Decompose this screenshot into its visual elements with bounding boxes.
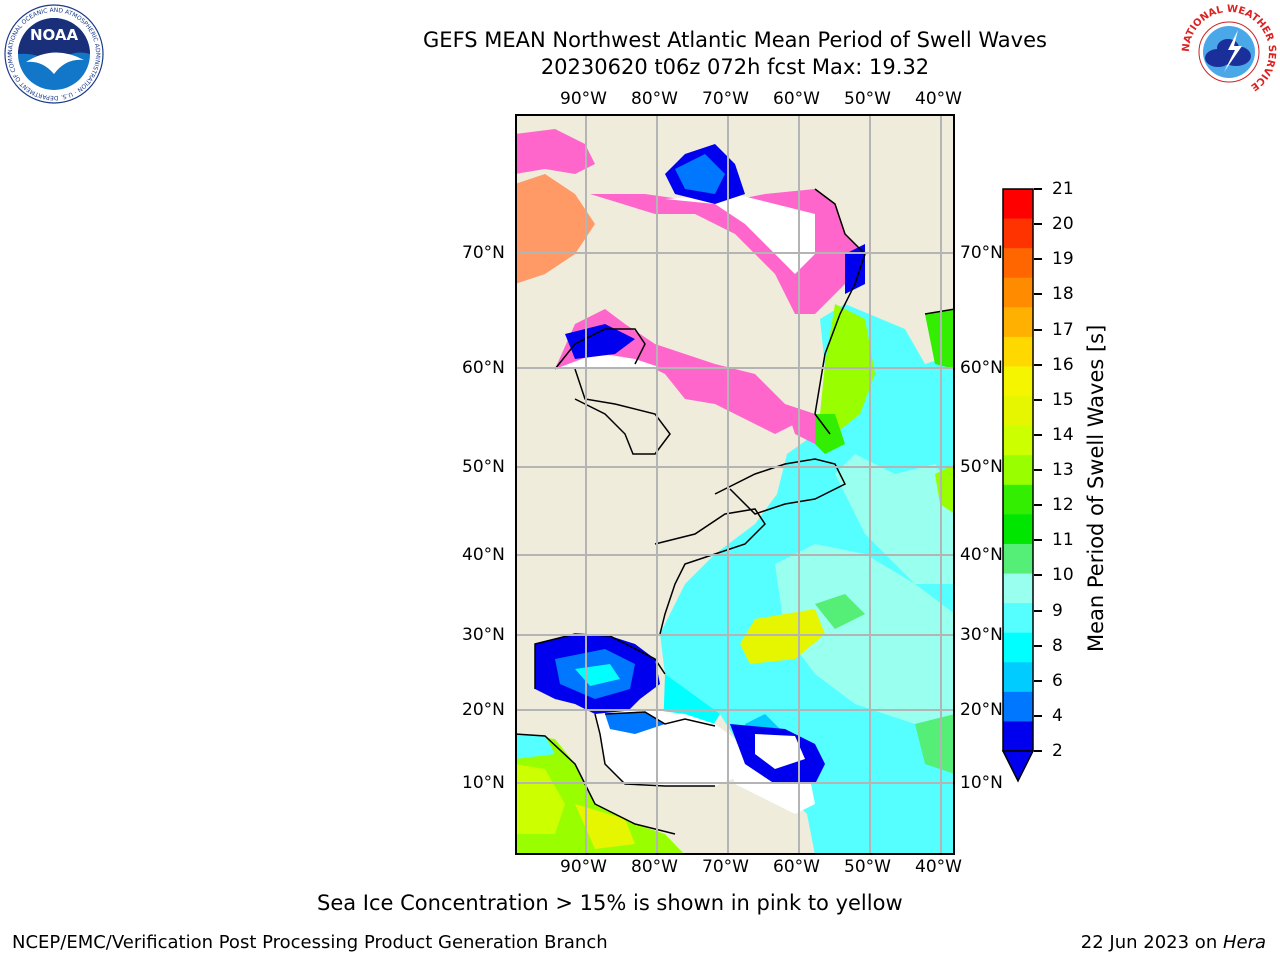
- colorbar-band: [1003, 632, 1033, 663]
- lon-label-bottom: 60°W: [773, 857, 820, 877]
- colorbar-band: [1003, 189, 1033, 220]
- lat-label-left: 50°N: [462, 457, 505, 477]
- colorbar-band: [1003, 484, 1033, 515]
- sea-ice-note: Sea Ice Concentration > 15% is shown in …: [317, 891, 903, 915]
- nws-logo: NATIONAL WEATHER SERVICE: [1181, 4, 1277, 98]
- svg-text:NOAA: NOAA: [30, 26, 79, 44]
- colorbar-band: [1003, 366, 1033, 397]
- map-frame: [515, 114, 955, 855]
- colorbar-tick-label: 17: [1052, 319, 1074, 340]
- colorbar-tick-label: 12: [1052, 495, 1074, 516]
- colorbar-tick-label: 20: [1052, 214, 1074, 235]
- colorbar-band: [1003, 573, 1033, 604]
- colorbar-tick-label: 10: [1052, 565, 1074, 586]
- colorbar: [1001, 188, 1035, 783]
- lat-label-left: 30°N: [462, 625, 505, 645]
- colorbar-band: [1003, 603, 1033, 634]
- colorbar-band: [1003, 514, 1033, 545]
- lon-label-top: 70°W: [702, 89, 749, 109]
- colorbar-tick-mark: [1034, 609, 1042, 612]
- colorbar-tick-label: 19: [1052, 249, 1074, 270]
- noaa-logo: NOAA NATIONAL OCEANIC AND ATMOSPHERIC AD…: [4, 4, 104, 104]
- colorbar-tick-label: 16: [1052, 354, 1074, 375]
- lat-label-right: 20°N: [960, 700, 1003, 720]
- colorbar-tick-label: 2: [1052, 741, 1063, 761]
- lon-label-bottom: 70°W: [702, 857, 749, 877]
- lon-label-top: 90°W: [560, 89, 607, 109]
- colorbar-extend-arrow: [1001, 750, 1035, 783]
- lon-label-bottom: 50°W: [844, 857, 891, 877]
- colorbar-tick-label: 4: [1052, 705, 1063, 726]
- colorbar-band: [1003, 336, 1033, 368]
- footer-credit: NCEP/EMC/Verification Post Processing Pr…: [12, 932, 608, 953]
- colorbar-band: [1003, 662, 1033, 693]
- sea-ice: [515, 129, 865, 444]
- colorbar-label: Mean Period of Swell Waves [s]: [1084, 324, 1108, 652]
- lon-label-bottom: 80°W: [631, 857, 678, 877]
- lon-label-bottom: 40°W: [915, 857, 962, 877]
- colorbar-tick-mark: [1034, 644, 1042, 647]
- colorbar-tick-label: 21: [1052, 179, 1074, 199]
- lon-label-top: 50°W: [844, 89, 891, 109]
- colorbar-tick-mark: [1034, 293, 1042, 296]
- colorbar-tick-label: 9: [1052, 600, 1063, 621]
- lat-label-left: 20°N: [462, 700, 505, 720]
- colorbar-band: [1003, 218, 1033, 249]
- colorbar-tick-label: 6: [1052, 670, 1063, 691]
- gulf-field: [535, 634, 660, 714]
- colorbar-band: [1003, 721, 1033, 752]
- colorbar-tick-mark: [1034, 433, 1042, 436]
- colorbar-tick-mark: [1034, 223, 1042, 226]
- lat-label-right: 50°N: [960, 457, 1003, 477]
- lat-label-right: 40°N: [960, 545, 1003, 565]
- caribbean-field: [595, 709, 825, 786]
- colorbar-tick-mark: [1034, 574, 1042, 577]
- lat-label-left: 60°N: [462, 358, 505, 378]
- colorbar-tick-mark: [1034, 750, 1042, 752]
- lon-label-top: 80°W: [631, 89, 678, 109]
- lon-label-top: 60°W: [773, 89, 820, 109]
- lat-label-left: 70°N: [462, 243, 505, 263]
- colorbar-tick-label: 8: [1052, 635, 1063, 656]
- lat-label-right: 10°N: [960, 773, 1003, 793]
- colorbar-tick-mark: [1034, 258, 1042, 261]
- map-title: GEFS MEAN Northwest Atlantic Mean Period…: [423, 28, 1047, 52]
- colorbar-tick-mark: [1034, 714, 1042, 717]
- colorbar-band: [1003, 543, 1033, 575]
- map-panel: [515, 114, 955, 855]
- footer-date-text: 22 Jun 2023 on: [1080, 932, 1223, 953]
- colorbar-band: [1003, 691, 1033, 723]
- lat-label-right: 60°N: [960, 358, 1003, 378]
- colorbar-tick-label: 14: [1052, 424, 1074, 445]
- colorbar-band: [1003, 307, 1033, 338]
- footer-date: 22 Jun 2023 on Hera: [1081, 932, 1266, 953]
- colorbar-band: [1003, 248, 1033, 279]
- colorbar-tick-label: 13: [1052, 460, 1074, 480]
- colorbar-tick-mark: [1034, 469, 1042, 471]
- lat-label-left: 40°N: [462, 545, 505, 565]
- map-subtitle: 20230620 t06z 072h fcst Max: 19.32: [540, 55, 930, 79]
- south-pacific-field: [515, 734, 685, 855]
- lat-label-left: 10°N: [462, 773, 505, 793]
- lon-label-top: 40°W: [915, 89, 962, 109]
- colorbar-tick-label: 15: [1052, 389, 1074, 410]
- graticule: [515, 114, 955, 855]
- colorbar-tick-label: 18: [1052, 284, 1074, 305]
- colorbar-tick-label: 11: [1052, 530, 1074, 551]
- lat-label-right: 70°N: [960, 243, 1003, 263]
- footer-host: Hera: [1222, 932, 1266, 953]
- colorbar-tick-mark: [1034, 539, 1042, 542]
- colorbar-tick-mark: [1034, 328, 1042, 331]
- colorbar-tick-mark: [1034, 188, 1042, 190]
- colorbar-tick-mark: [1034, 679, 1042, 682]
- lon-label-bottom: 90°W: [560, 857, 607, 877]
- colorbar-tick-mark: [1034, 363, 1042, 366]
- colorbar-band: [1003, 277, 1033, 308]
- lat-label-right: 30°N: [960, 625, 1003, 645]
- colorbar-tick-mark: [1034, 504, 1042, 507]
- colorbar-band: [1003, 455, 1033, 486]
- colorbar-tick-mark: [1034, 398, 1042, 401]
- colorbar-band: [1003, 425, 1033, 456]
- colorbar-band: [1003, 396, 1033, 427]
